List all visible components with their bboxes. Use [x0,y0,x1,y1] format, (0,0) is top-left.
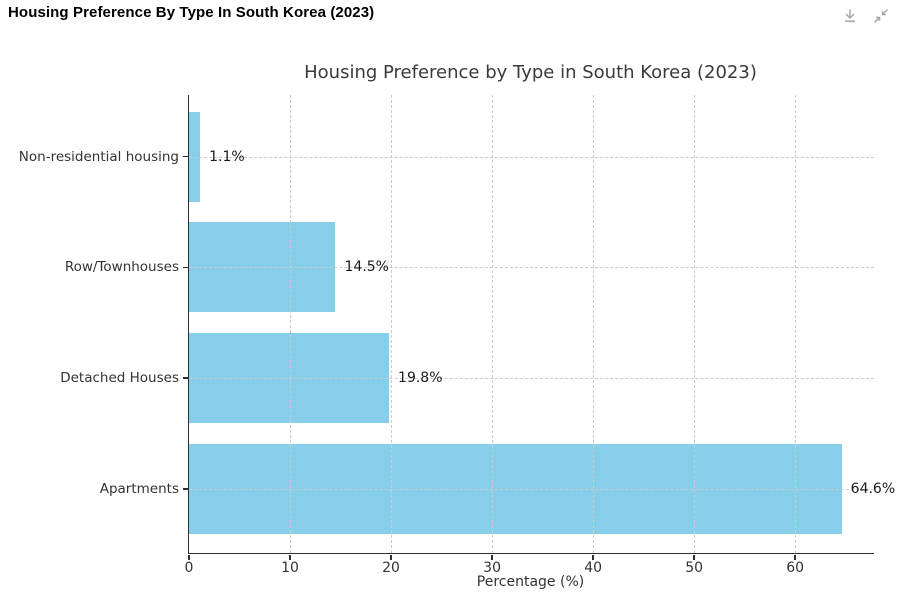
x-axis-tick [289,554,291,560]
download-icon [845,9,855,23]
collapse-button[interactable] [870,5,892,27]
y-axis-tick [183,155,188,158]
grid-line-vertical [795,95,797,553]
grid-line-vertical [391,95,393,553]
x-tick-label: 10 [281,560,299,576]
widget-title: Housing Preference By Type In South Kore… [8,4,375,21]
y-axis-tick [183,488,188,490]
grid-line-horizontal [189,488,874,490]
x-axis-tick [188,554,190,560]
x-tick-label: 20 [382,560,400,576]
x-axis-tick [592,554,594,560]
grid-line-vertical [694,95,696,553]
widget-header: Housing Preference By Type In South Kore… [0,0,907,34]
bar-value-label: 64.6% [850,480,896,497]
y-tick-label: Detached Houses [60,370,179,387]
chart-title: Housing Preference by Type in South Kore… [304,62,757,83]
bar-value-label: 19.8% [398,370,443,387]
bar-chart: Housing Preference by Type in South Kore… [0,34,907,609]
grid-line-vertical [593,95,595,553]
grid-line-horizontal [189,267,874,269]
x-axis-tick [491,554,493,560]
collapse-icon [873,8,889,24]
grid-line-horizontal [189,378,874,380]
x-axis-tick [794,554,796,560]
x-tick-label: 50 [685,560,704,576]
plot-area: 0 10 20 30 40 50 60 1.1% Non-residential housing… [19,95,895,576]
y-tick-label: Row/Townhouses [64,259,179,276]
bar-value-label: 14.5% [344,259,389,276]
x-tick-label: 40 [584,560,603,576]
bar-value-label: 1.1% [209,148,245,165]
x-axis-tick [390,554,392,560]
x-axis-tick [693,554,695,560]
x-tick-label: 0 [184,560,194,576]
y-tick-label: Non-residential housing [18,148,179,165]
grid-line-vertical [290,95,292,553]
y-tick-label: Apartments [99,480,179,497]
grid-line-vertical [492,95,494,553]
header-actions [839,5,892,27]
x-tick-label: 60 [786,560,805,576]
grid-line-horizontal [189,156,874,158]
y-axis-tick [183,266,188,268]
x-tick-label: 30 [483,560,502,576]
download-button[interactable] [839,5,861,27]
y-axis-tick [183,377,188,379]
x-axis-label: Percentage (%) [476,574,585,590]
